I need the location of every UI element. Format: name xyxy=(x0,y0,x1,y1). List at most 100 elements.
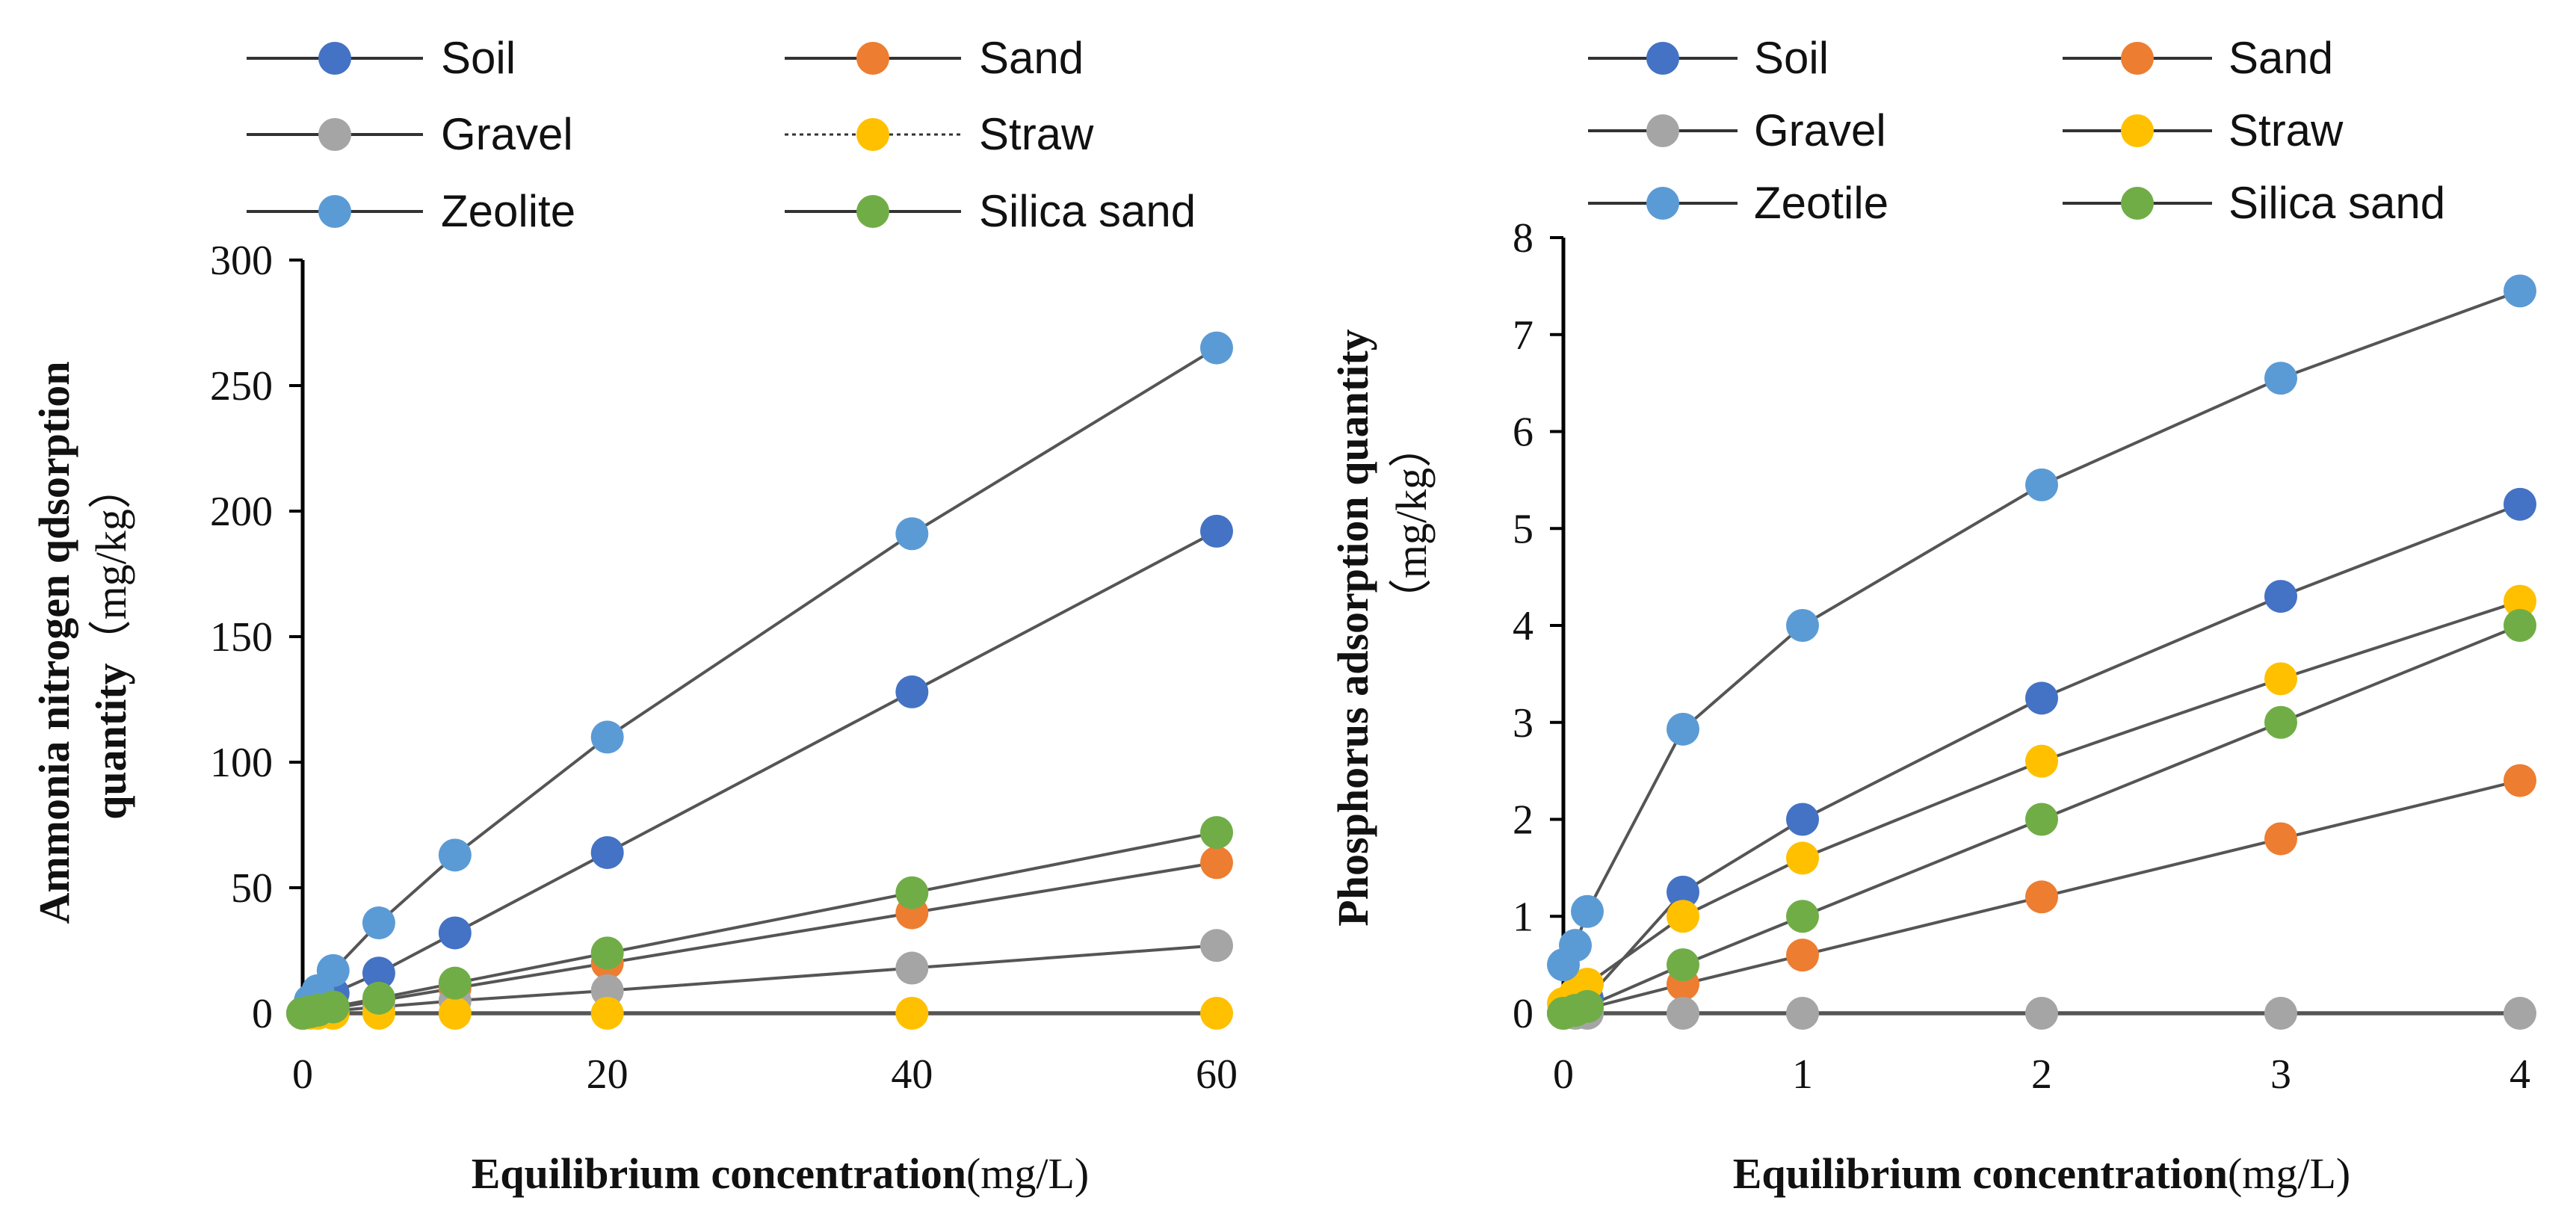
ammonia-point-soil xyxy=(362,956,395,990)
ammonia-point-silica-sand xyxy=(590,936,624,970)
ammonia-legend-label: Straw xyxy=(979,109,1094,159)
ammonia-point-silica-sand xyxy=(895,876,929,909)
ammonia-point-soil xyxy=(438,916,472,950)
phosphorus-x-tick-label: 0 xyxy=(1553,1051,1574,1098)
phosphorus-x-axis-label: Equilibrium concentration(mg/L) xyxy=(1733,1149,2351,1198)
ammonia-legend-label: Zeolite xyxy=(441,186,575,236)
phosphorus-point-silica-sand xyxy=(2504,609,2536,642)
phosphorus-point-zeotile xyxy=(1571,894,1604,928)
ammonia-legend-marker xyxy=(318,195,351,228)
phosphorus-point-gravel xyxy=(1667,997,1699,1030)
phosphorus-point-silica-sand xyxy=(2025,803,2058,836)
phosphorus-point-zeotile xyxy=(1786,609,1819,642)
phosphorus-point-zeotile xyxy=(2504,274,2536,308)
phosphorus-legend-label: Straw xyxy=(2228,105,2344,155)
ammonia-point-straw xyxy=(438,997,472,1030)
phosphorus-legend-marker xyxy=(2121,42,2154,75)
ammonia-point-zeolite xyxy=(1200,331,1233,365)
ammonia-legend-label: Silica sand xyxy=(979,186,1196,236)
ammonia-point-straw xyxy=(1200,997,1233,1030)
ammonia-legend-marker xyxy=(856,42,889,75)
phosphorus-point-zeotile xyxy=(1559,929,1592,962)
ammonia-x-tick-label: 0 xyxy=(292,1051,313,1098)
ammonia-y-tick-label: 100 xyxy=(210,740,273,786)
ammonia-y-tick-label: 0 xyxy=(252,991,273,1037)
ammonia-x-tick-label: 60 xyxy=(1196,1051,1238,1098)
phosphorus-y-tick-label: 0 xyxy=(1513,991,1533,1037)
phosphorus-legend-label: Silica sand xyxy=(2228,178,2445,228)
phosphorus-point-gravel xyxy=(1786,997,1819,1030)
ammonia-chart: Soil Sand Gravel Straw Zeolite Silica sand 0 5… xyxy=(30,33,1238,1198)
phosphorus-legend-marker xyxy=(1646,42,1679,75)
ammonia-y-tick-label: 300 xyxy=(210,238,273,284)
phosphorus-line-straw xyxy=(1562,599,2521,1005)
ammonia-point-silica-sand xyxy=(438,966,472,1000)
ammonia-point-straw xyxy=(895,997,929,1030)
ammonia-line-zeolite xyxy=(301,346,1218,1015)
phosphorus-legend-marker xyxy=(2121,187,2154,220)
ammonia-series-points xyxy=(286,331,1233,1030)
phosphorus-point-soil xyxy=(1667,875,1699,909)
phosphorus-point-straw xyxy=(1786,841,1819,875)
ammonia-legend-label: Gravel xyxy=(441,109,573,159)
phosphorus-point-sand xyxy=(2264,822,2297,856)
ammonia-point-straw xyxy=(590,997,624,1030)
phosphorus-point-soil xyxy=(2025,681,2058,715)
ammonia-point-soil xyxy=(895,675,929,708)
ammonia-x-axis-label: Equilibrium concentration(mg/L) xyxy=(472,1149,1090,1198)
phosphorus-point-gravel xyxy=(2504,997,2536,1030)
ammonia-y-tick-label: 150 xyxy=(210,614,273,661)
phosphorus-legend-marker xyxy=(2121,114,2154,147)
ammonia-legend-marker xyxy=(856,118,889,151)
phosphorus-point-zeotile xyxy=(1667,712,1699,746)
phosphorus-y-axis-unit: （mg/kg） xyxy=(1387,424,1436,622)
ammonia-legend-marker xyxy=(318,42,351,75)
phosphorus-x-tick-label: 4 xyxy=(2509,1051,2530,1098)
phosphorus-legend-label: Sand xyxy=(2228,33,2333,83)
phosphorus-point-sand xyxy=(2025,880,2058,914)
phosphorus-x-ticks: 0 1 2 3 4 xyxy=(1553,1051,2530,1098)
ammonia-y-axis-label-line2: quantity（mg/kg） xyxy=(87,466,135,820)
phosphorus-point-silica-sand xyxy=(1786,900,1819,933)
ammonia-x-ticks: 0 20 40 60 xyxy=(292,1051,1238,1098)
phosphorus-point-zeotile xyxy=(2025,468,2058,501)
ammonia-legend: Soil Sand Gravel Straw Zeolite Silica sand xyxy=(247,33,1196,236)
phosphorus-y-tick-label: 4 xyxy=(1513,603,1533,649)
phosphorus-point-straw xyxy=(1667,900,1699,933)
phosphorus-y-axis-label: Phosphorus adsorption quantity xyxy=(1329,329,1377,926)
ammonia-legend-marker xyxy=(856,195,889,228)
phosphorus-x-tick-label: 2 xyxy=(2031,1051,2052,1098)
ammonia-x-tick-label: 40 xyxy=(891,1051,933,1098)
ammonia-point-soil xyxy=(590,835,624,869)
ammonia-point-zeolite xyxy=(438,838,472,872)
phosphorus-y-tick-label: 2 xyxy=(1513,797,1533,844)
phosphorus-x-tick-label: 1 xyxy=(1792,1051,1813,1098)
ammonia-point-zeolite xyxy=(895,517,929,551)
phosphorus-legend: Soil Sand Gravel Straw Zeotile Silica sand xyxy=(1588,33,2445,228)
phosphorus-x-tick-label: 3 xyxy=(2270,1051,2291,1098)
ammonia-legend-label: Sand xyxy=(979,33,1084,83)
phosphorus-y-tick-label: 5 xyxy=(1513,506,1533,552)
phosphorus-point-straw xyxy=(2025,744,2058,778)
ammonia-y-tick-label: 200 xyxy=(210,489,273,535)
phosphorus-point-zeotile xyxy=(2264,362,2297,395)
phosphorus-legend-label: Zeotile xyxy=(1754,178,1888,228)
ammonia-point-soil xyxy=(1200,514,1233,548)
ammonia-point-silica-sand xyxy=(316,990,350,1024)
phosphorus-chart: Soil Sand Gravel Straw Zeotile Silica sand 0 1… xyxy=(1329,33,2536,1198)
phosphorus-y-ticks: 0 1 2 3 4 5 6 7 8 xyxy=(1513,215,1563,1037)
phosphorus-legend-marker xyxy=(1646,114,1679,147)
phosphorus-point-sand xyxy=(1786,939,1819,972)
ammonia-point-zeolite xyxy=(362,906,395,940)
phosphorus-point-soil xyxy=(2504,487,2536,521)
ammonia-y-ticks: 0 50 100 150 200 250 300 xyxy=(210,238,303,1037)
ammonia-series-lines xyxy=(301,346,1218,1015)
phosphorus-point-gravel xyxy=(2264,997,2297,1030)
phosphorus-point-silica-sand xyxy=(1571,989,1604,1023)
phosphorus-point-straw xyxy=(2504,584,2536,618)
phosphorus-point-soil xyxy=(2264,580,2297,613)
ammonia-x-tick-label: 20 xyxy=(587,1051,628,1098)
phosphorus-series-points xyxy=(1547,274,2536,1030)
phosphorus-point-soil xyxy=(1786,803,1819,836)
phosphorus-legend-label: Soil xyxy=(1754,33,1829,83)
